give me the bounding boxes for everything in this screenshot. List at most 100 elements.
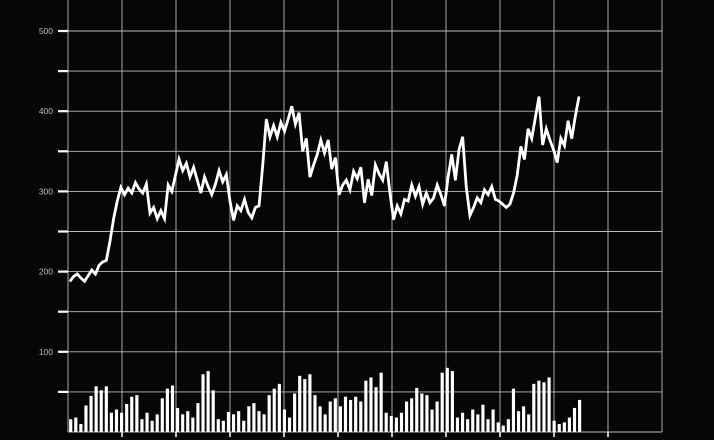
price-point [196, 179, 198, 181]
price-point [338, 194, 340, 196]
volume-bar [313, 395, 317, 432]
volume-bar [135, 395, 139, 432]
price-point [160, 210, 162, 212]
price-point [327, 139, 329, 141]
price-point [320, 139, 322, 141]
volume-bar [308, 374, 312, 432]
price-point [229, 200, 231, 202]
price-point [418, 185, 420, 188]
price-point [407, 200, 409, 202]
price-point [549, 139, 551, 141]
volume-bar [450, 371, 454, 432]
price-point [276, 136, 278, 138]
volume-bar [303, 379, 307, 432]
price-point [400, 213, 402, 215]
volume-bar [471, 409, 475, 432]
volume-bar [562, 422, 566, 432]
price-point [182, 169, 184, 172]
price-point [342, 184, 344, 186]
price-point [451, 153, 453, 156]
price-point [523, 158, 526, 160]
volume-bar [578, 399, 582, 432]
volume-bar [257, 411, 261, 432]
volume-bar [379, 372, 383, 432]
volume-bar [374, 387, 378, 432]
price-point [527, 128, 529, 130]
price-point [138, 188, 140, 190]
price-point [443, 205, 446, 207]
volume-bar [186, 411, 190, 432]
volume-bar [496, 422, 500, 432]
price-point [254, 206, 257, 209]
volume-bar [231, 414, 236, 432]
volume-bar [354, 396, 358, 432]
volume-bar [150, 420, 154, 432]
volume-bar [272, 388, 276, 432]
price-point [211, 194, 213, 196]
price-point [498, 200, 500, 202]
volume-bar [109, 412, 113, 432]
price-point [414, 195, 416, 197]
price-point [447, 176, 449, 178]
price-point [538, 96, 540, 98]
volume-bar [506, 419, 510, 432]
price-point [258, 205, 260, 207]
price-point [371, 194, 373, 197]
volume-bar [430, 409, 434, 432]
y-axis-ticks [58, 29, 68, 393]
price-point [563, 145, 566, 147]
volume-bar [338, 406, 342, 432]
volume-bar [349, 399, 353, 432]
price-point [203, 176, 206, 178]
price-point [174, 174, 177, 176]
volume-bar [491, 409, 495, 432]
price-point [193, 166, 195, 168]
price-point [534, 117, 536, 119]
price-point [189, 176, 191, 178]
volume-bar [572, 407, 577, 432]
price-point [429, 202, 431, 204]
price-point [291, 105, 293, 107]
price-point [560, 137, 562, 140]
price-point [578, 96, 580, 98]
price-point [509, 203, 511, 205]
volume-bar [277, 383, 281, 432]
volume-bar [125, 403, 129, 432]
price-point [531, 137, 533, 140]
volume-bar [211, 390, 215, 432]
price-point [214, 183, 217, 185]
volume-bar [405, 401, 409, 432]
price-point [389, 192, 391, 194]
price-point [476, 197, 478, 199]
volume-bar [425, 395, 429, 432]
volume-bar [99, 390, 103, 432]
volume-bar [206, 371, 210, 432]
price-point [469, 214, 471, 217]
price-point [349, 189, 351, 191]
y-tick-label: 200 [39, 267, 53, 277]
price-point [367, 178, 369, 180]
price-point [280, 121, 282, 124]
volume-bar [435, 401, 439, 432]
price-point [545, 128, 547, 130]
volume-bar [318, 406, 322, 432]
volume-bar [522, 406, 526, 432]
price-point [83, 280, 86, 282]
price-point [516, 174, 518, 176]
price-point [411, 184, 413, 186]
price-point [520, 145, 522, 148]
price-point [233, 219, 235, 221]
price-point [153, 206, 155, 209]
price-point [91, 269, 93, 271]
price-point [363, 202, 366, 204]
volume-bar [440, 372, 444, 432]
volume-bar [547, 377, 551, 432]
price-point [262, 165, 264, 167]
price-point [352, 170, 355, 172]
price-point [556, 161, 558, 164]
volume-bar [282, 409, 287, 432]
volume-bar [145, 412, 149, 432]
price-point [396, 205, 398, 207]
volume-bar [94, 386, 98, 432]
